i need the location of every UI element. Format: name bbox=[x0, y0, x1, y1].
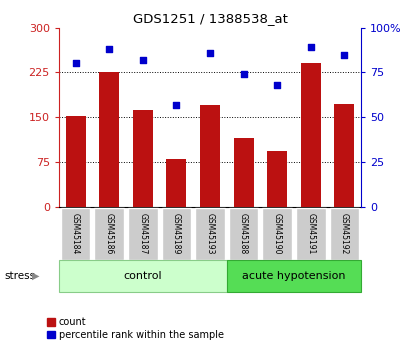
Bar bbox=[296, 208, 326, 260]
Text: GSM45191: GSM45191 bbox=[306, 213, 315, 254]
Point bbox=[72, 61, 79, 66]
Bar bbox=[330, 208, 359, 260]
Bar bbox=[128, 208, 158, 260]
Bar bbox=[162, 208, 191, 260]
Bar bbox=[133, 109, 153, 207]
Point bbox=[274, 82, 281, 88]
Text: GSM45187: GSM45187 bbox=[138, 213, 147, 254]
Bar bbox=[61, 208, 90, 260]
Bar bbox=[66, 116, 86, 207]
Text: GSM45189: GSM45189 bbox=[172, 213, 181, 254]
Bar bbox=[301, 63, 321, 207]
Text: acute hypotension: acute hypotension bbox=[242, 271, 346, 281]
Text: GSM45190: GSM45190 bbox=[273, 213, 282, 255]
Text: GSM45188: GSM45188 bbox=[239, 213, 248, 254]
Point bbox=[106, 46, 113, 52]
Text: GDS1251 / 1388538_at: GDS1251 / 1388538_at bbox=[133, 12, 287, 25]
Bar bbox=[234, 138, 254, 207]
Text: ▶: ▶ bbox=[32, 271, 39, 281]
Text: GSM45186: GSM45186 bbox=[105, 213, 114, 254]
Bar bbox=[262, 208, 292, 260]
Bar bbox=[99, 72, 119, 207]
Text: stress: stress bbox=[4, 271, 35, 281]
Bar bbox=[334, 104, 354, 207]
Bar bbox=[200, 105, 220, 207]
Text: GSM45192: GSM45192 bbox=[340, 213, 349, 254]
Legend: count, percentile rank within the sample: count, percentile rank within the sample bbox=[47, 317, 223, 340]
Bar bbox=[227, 260, 361, 292]
Text: control: control bbox=[123, 271, 162, 281]
Text: GSM45184: GSM45184 bbox=[71, 213, 80, 254]
Point bbox=[240, 71, 247, 77]
Point bbox=[341, 52, 348, 57]
Point bbox=[139, 57, 146, 63]
Bar bbox=[59, 260, 227, 292]
Point bbox=[173, 102, 180, 108]
Bar bbox=[94, 208, 124, 260]
Bar bbox=[229, 208, 258, 260]
Text: GSM45193: GSM45193 bbox=[205, 213, 215, 255]
Point bbox=[207, 50, 213, 56]
Bar bbox=[166, 159, 186, 207]
Bar bbox=[195, 208, 225, 260]
Point bbox=[307, 45, 314, 50]
Bar bbox=[267, 151, 287, 207]
